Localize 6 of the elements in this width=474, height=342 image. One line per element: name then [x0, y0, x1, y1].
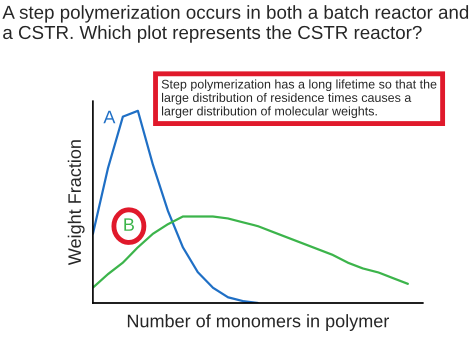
series-label: A	[103, 110, 116, 124]
x-axis-title: Number of monomers in polymer	[128, 314, 390, 331]
chart-title: A step polymerization occurs in both a batch reactor and a CSTR. Which plot represents the CSTR reactor?	[2, 5, 468, 43]
annotation: Step polymerization has a long lifetime so that the large distribution of residence times causes a larger distribution of molecular weights.	[162, 79, 436, 118]
series-label: B	[124, 218, 134, 231]
y-axis-title: Weight Fraction	[68, 140, 85, 266]
